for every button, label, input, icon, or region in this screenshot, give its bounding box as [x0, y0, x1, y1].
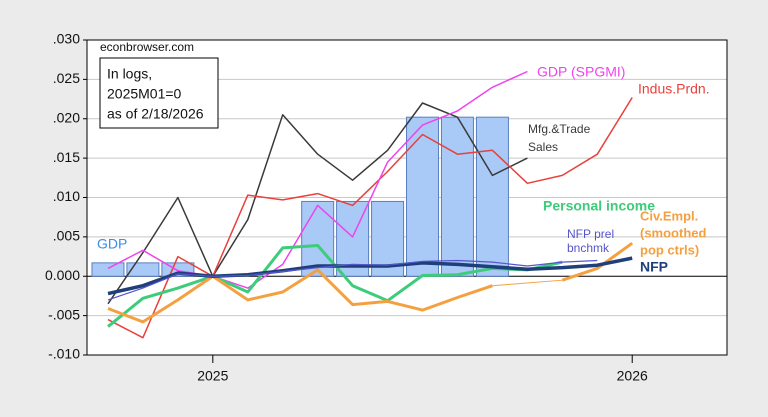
series-line — [107, 102, 528, 305]
series-label: Personal income — [543, 198, 655, 214]
y-tick-label: -.010 — [48, 346, 80, 362]
series-label: Indus.Prdn. — [638, 81, 710, 97]
series-label: Civ.Empl. — [640, 208, 698, 223]
bar — [475, 116, 509, 277]
series-label: GDP (SPGMI) — [537, 64, 625, 80]
annotation: 2025M01=0 — [107, 86, 182, 102]
y-tick-label: .030 — [53, 31, 80, 47]
gap-connector — [492, 279, 563, 287]
annotation: as of 2/18/2026 — [107, 106, 204, 122]
x-tick-label: 2026 — [617, 368, 648, 384]
y-tick-label: 0.000 — [45, 267, 80, 283]
y-tick-label: .025 — [53, 70, 80, 86]
annotation: In logs, — [107, 66, 152, 82]
source-label: econbrowser.com — [100, 40, 194, 54]
series-label: bnchmk — [567, 241, 610, 255]
series-line — [561, 241, 634, 282]
bar — [440, 116, 474, 277]
bar — [406, 116, 440, 277]
annotation-box — [99, 57, 219, 129]
bar — [336, 200, 370, 277]
y-tick-label: -.005 — [48, 306, 80, 322]
series-label: Sales — [528, 140, 558, 154]
series-line — [107, 259, 598, 301]
series-line — [107, 97, 633, 339]
series-label: NFP prel — [567, 227, 614, 241]
bar — [91, 262, 125, 277]
series-line — [107, 70, 528, 289]
y-tick-label: .015 — [53, 149, 80, 165]
series-label: (smoothed — [640, 225, 707, 240]
y-tick-label: .020 — [53, 109, 80, 125]
series-line — [107, 268, 493, 324]
plot-frame — [86, 39, 728, 356]
bar — [126, 262, 160, 277]
x-tick-label: 2025 — [197, 368, 228, 384]
y-tick-label: .005 — [53, 228, 80, 244]
series-label: pop ctrls) — [640, 242, 699, 257]
bar — [301, 200, 335, 277]
series-label: GDP — [97, 236, 127, 252]
y-tick-label: .010 — [53, 188, 80, 204]
series-label: Mfg.&Trade — [528, 122, 591, 136]
series-label: NFP — [640, 259, 668, 275]
